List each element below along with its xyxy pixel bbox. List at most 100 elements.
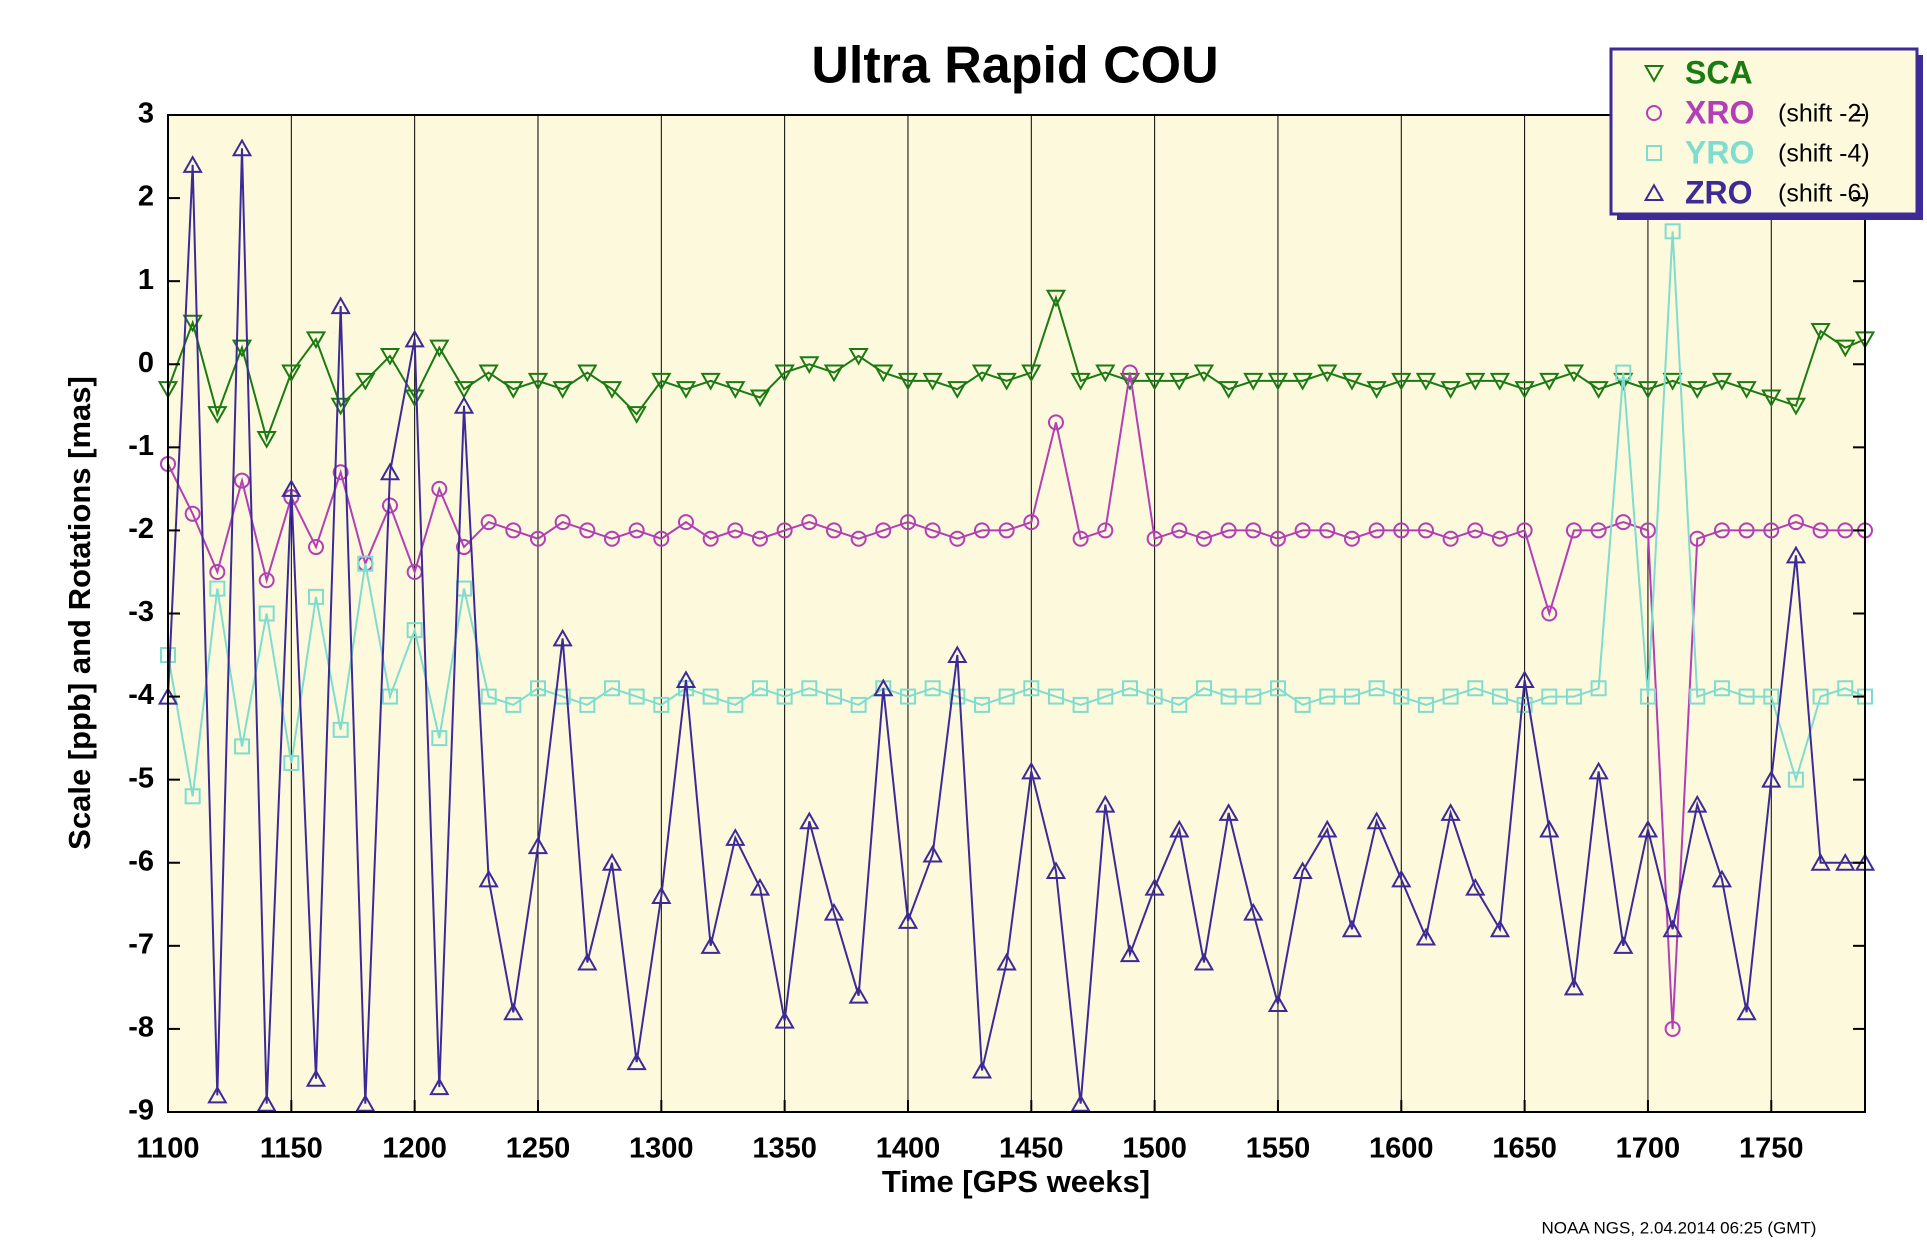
- marker: [700, 372, 721, 391]
- x-tick-label: 1700: [1616, 1133, 1681, 1165]
- marker: [949, 688, 966, 705]
- marker: [404, 389, 425, 408]
- marker: [1021, 364, 1042, 383]
- marker: [453, 381, 475, 399]
- marker: [307, 539, 324, 556]
- marker: [1588, 761, 1609, 780]
- marker: [1097, 688, 1114, 705]
- marker: [1541, 688, 1558, 705]
- marker: [1761, 769, 1782, 788]
- marker: [207, 406, 228, 424]
- marker: [1220, 522, 1237, 539]
- marker: [971, 1060, 993, 1079]
- marker: [677, 514, 694, 531]
- marker: [503, 1002, 524, 1021]
- marker: [1837, 522, 1854, 539]
- marker: [973, 696, 990, 713]
- marker: [1070, 1093, 1091, 1112]
- marker: [751, 680, 768, 697]
- marker: [1664, 1020, 1681, 1037]
- marker: [1072, 530, 1089, 547]
- marker: [1343, 688, 1360, 705]
- marker: [379, 347, 401, 366]
- x-tick-label: 1200: [382, 1133, 447, 1165]
- marker: [725, 828, 746, 846]
- marker: [1366, 811, 1387, 830]
- marker: [601, 853, 623, 871]
- marker: [1144, 372, 1165, 391]
- marker: [949, 530, 966, 547]
- x-tick-label: 1250: [506, 1133, 571, 1165]
- marker: [848, 985, 869, 1004]
- marker: [1121, 680, 1138, 697]
- marker: [207, 1085, 228, 1104]
- marker: [1615, 364, 1632, 381]
- marker: [332, 721, 349, 738]
- marker: [727, 522, 744, 539]
- marker: [1639, 688, 1656, 705]
- marker: [1317, 819, 1338, 838]
- series-line: [167, 372, 1865, 1029]
- marker: [850, 530, 867, 547]
- marker: [1539, 372, 1560, 391]
- marker: [579, 696, 596, 713]
- marker: [281, 364, 302, 383]
- marker: [184, 505, 201, 522]
- marker: [1119, 944, 1141, 963]
- marker: [429, 339, 450, 358]
- marker: [256, 431, 277, 449]
- marker: [1835, 853, 1856, 871]
- marker: [1615, 514, 1632, 531]
- marker: [897, 911, 919, 929]
- marker: [1491, 530, 1508, 547]
- y-tick-label: -5: [128, 762, 154, 794]
- marker: [503, 381, 524, 399]
- marker: [628, 522, 645, 539]
- marker: [404, 329, 425, 348]
- marker: [1193, 364, 1215, 383]
- marker: [1837, 680, 1854, 697]
- plot-area: [168, 115, 1865, 1112]
- marker: [1045, 861, 1067, 880]
- series: [157, 138, 1876, 1112]
- marker: [1169, 819, 1190, 838]
- x-tick-label: 1750: [1739, 1133, 1804, 1165]
- y-tick-label: -2: [128, 513, 154, 545]
- marker: [1588, 381, 1609, 399]
- marker: [1442, 688, 1459, 705]
- marker: [1218, 803, 1239, 821]
- marker: [184, 788, 201, 805]
- y-tick-label: -7: [128, 928, 154, 960]
- marker: [1415, 927, 1437, 946]
- marker: [1393, 688, 1410, 705]
- marker: [651, 886, 672, 904]
- marker: [1294, 696, 1311, 713]
- marker: [529, 680, 546, 697]
- marker: [1810, 853, 1831, 871]
- marker: [1292, 372, 1313, 391]
- marker: [601, 381, 623, 399]
- marker: [1687, 381, 1708, 399]
- marker: [799, 811, 820, 830]
- marker: [231, 138, 253, 157]
- marker: [776, 688, 793, 705]
- marker: [774, 1010, 795, 1029]
- marker: [1711, 869, 1733, 888]
- marker: [1366, 381, 1387, 399]
- marker: [281, 479, 302, 497]
- marker: [873, 364, 894, 383]
- marker: [480, 688, 497, 705]
- marker: [727, 696, 744, 713]
- marker: [1736, 381, 1757, 399]
- marker: [675, 670, 697, 688]
- x-tick-label: 1550: [1246, 1133, 1311, 1165]
- marker: [924, 680, 941, 697]
- y-tick-label: -6: [128, 845, 154, 877]
- marker: [1491, 688, 1508, 705]
- marker: [429, 1077, 450, 1096]
- marker: [1565, 522, 1582, 539]
- marker: [233, 738, 250, 755]
- marker: [283, 755, 300, 772]
- marker: [1736, 1002, 1757, 1021]
